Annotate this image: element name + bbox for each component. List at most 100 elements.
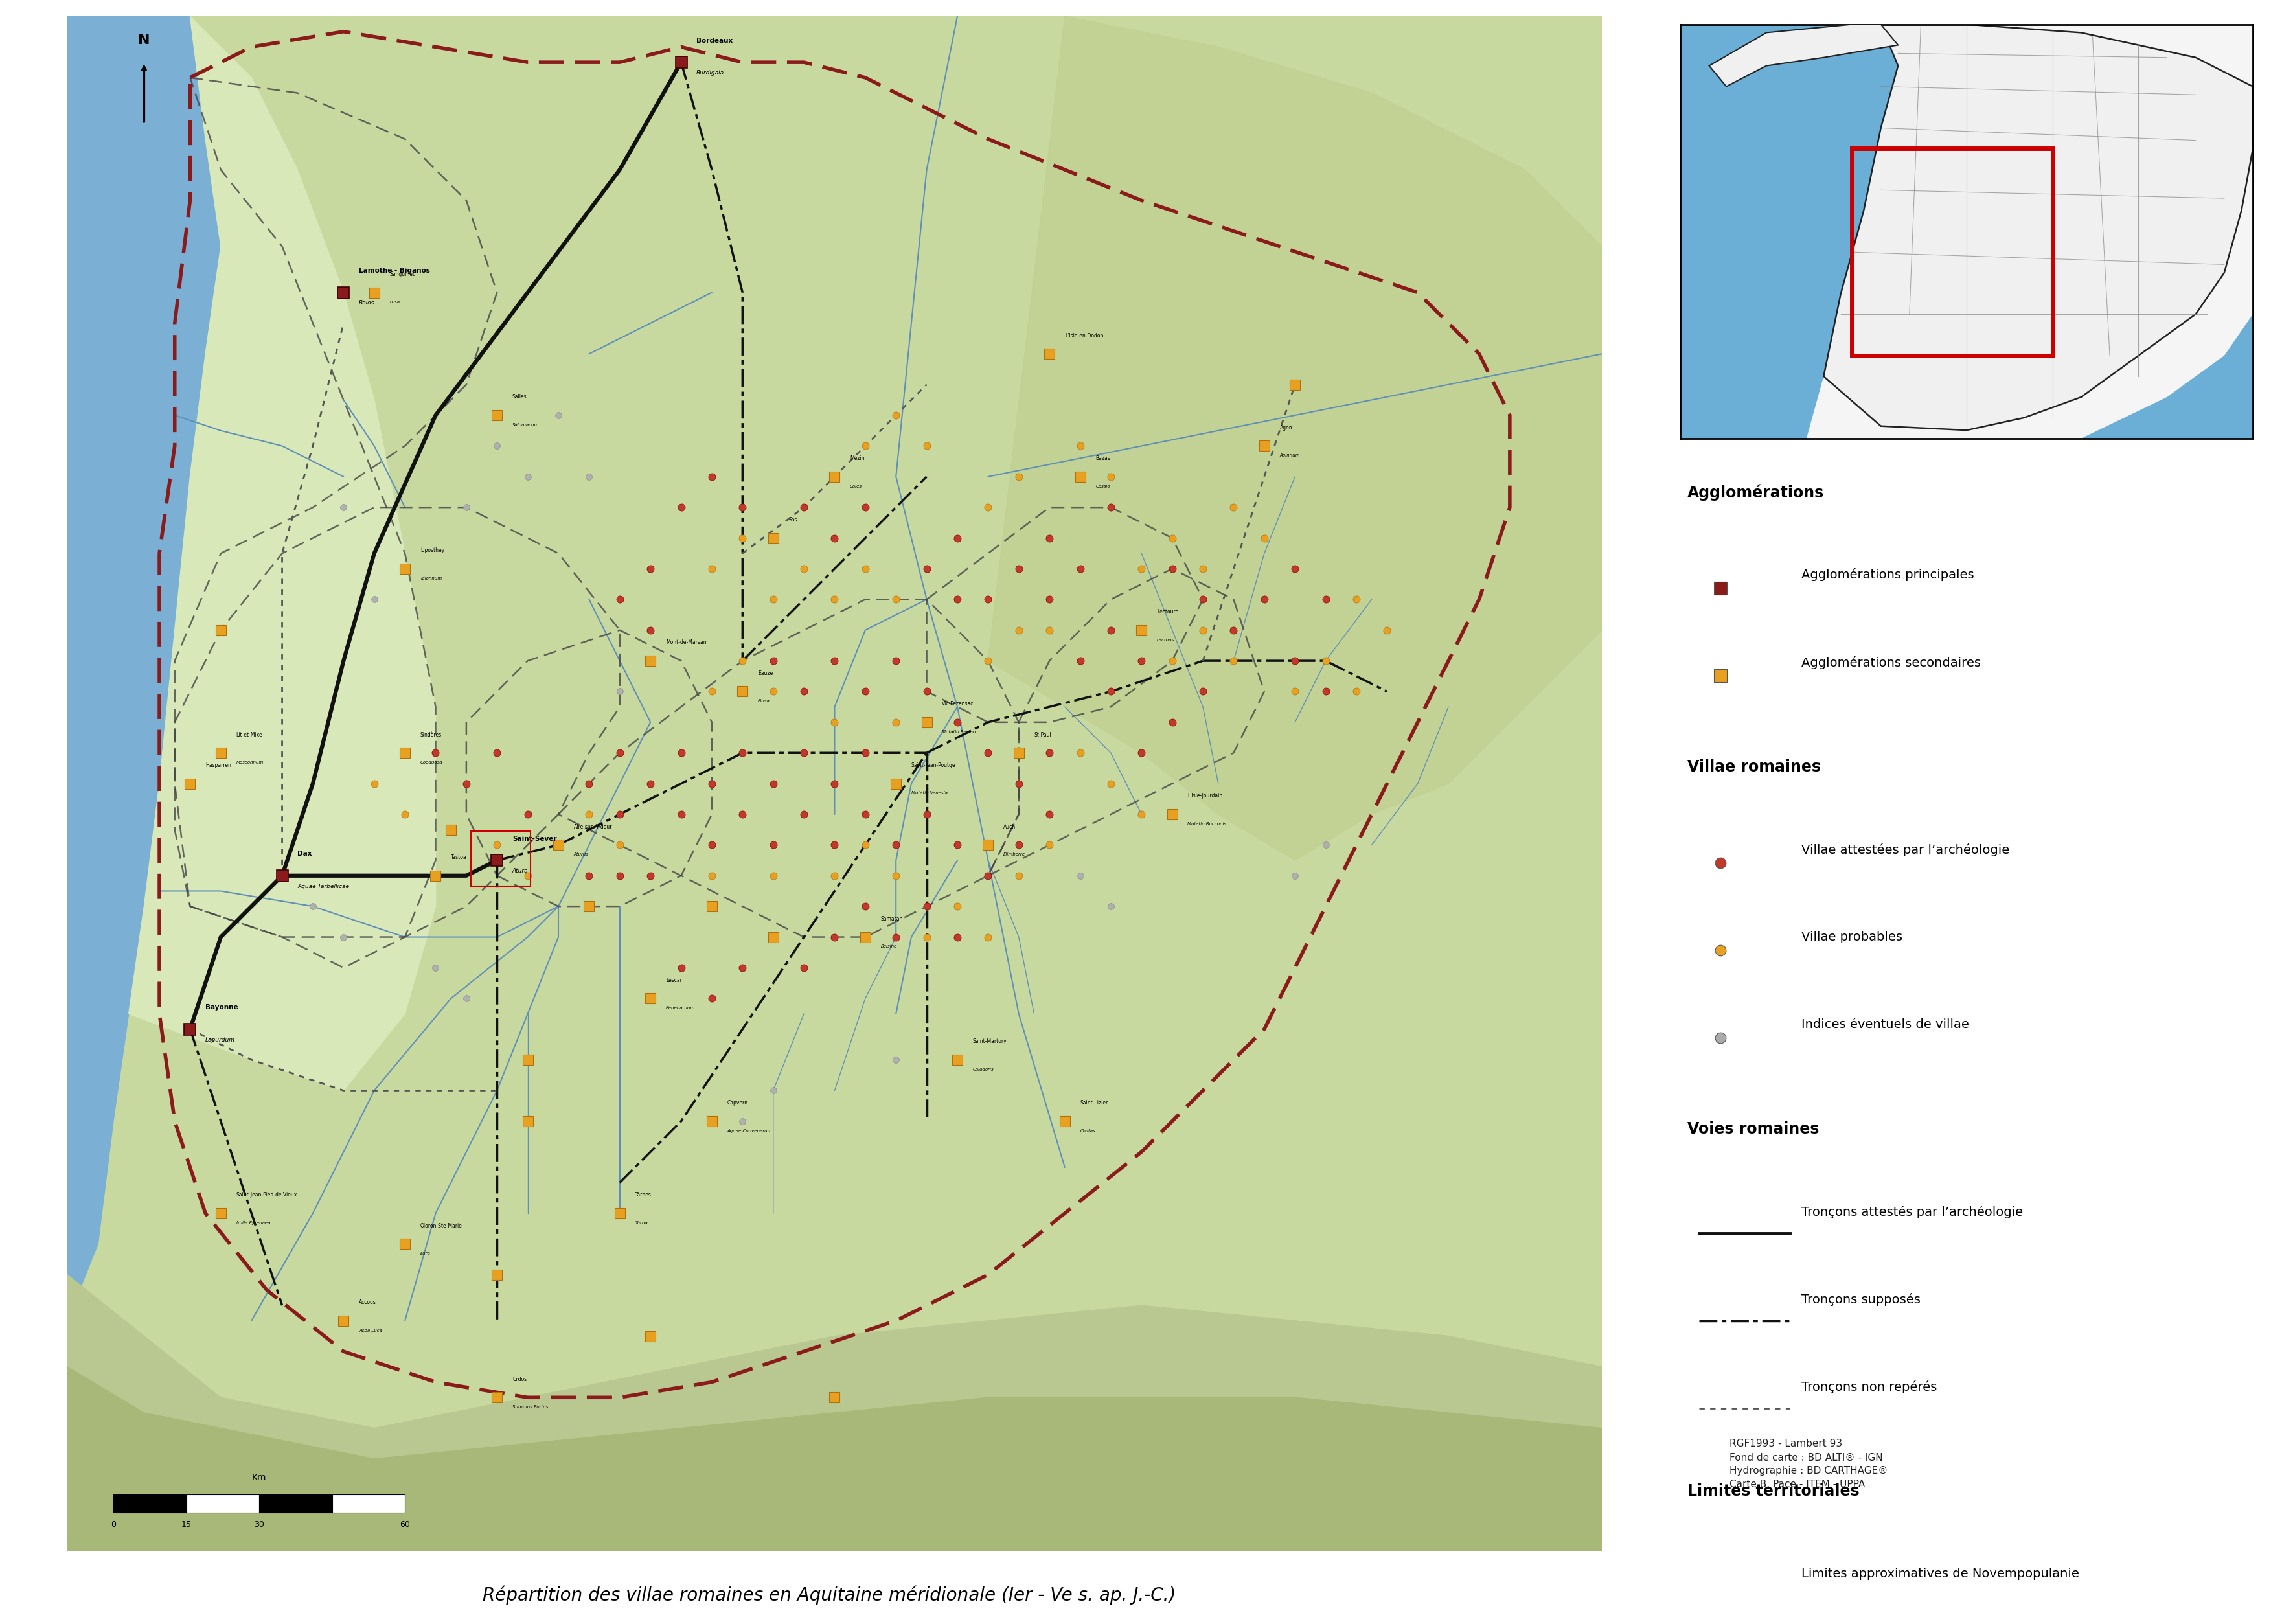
Text: Saint-Lizier: Saint-Lizier [1081, 1099, 1108, 1106]
Text: N: N [139, 34, 150, 47]
Text: Civitas: Civitas [1081, 1129, 1095, 1134]
Text: Agglomérations secondaires: Agglomérations secondaires [1801, 656, 1980, 669]
Polygon shape [1681, 24, 1899, 438]
Polygon shape [1710, 24, 1899, 86]
Text: Sos: Sos [788, 516, 797, 523]
Polygon shape [988, 16, 1601, 861]
Text: Villae probables: Villae probables [1801, 931, 1903, 944]
Text: Mosconnum: Mosconnum [236, 760, 263, 765]
Text: Eauze: Eauze [759, 671, 772, 676]
Text: Lamothe - Biganos: Lamothe - Biganos [359, 268, 429, 274]
Text: Villae attestées par l’archéologie: Villae attestées par l’archéologie [1801, 843, 2010, 856]
Text: Agglomérations: Agglomérations [1687, 484, 1824, 500]
Text: 60: 60 [400, 1520, 411, 1528]
Text: Belsino: Belsino [881, 945, 897, 948]
Text: Summus Portus: Summus Portus [513, 1405, 547, 1410]
Text: Agen: Agen [1279, 425, 1292, 430]
Text: Bazas: Bazas [1095, 455, 1111, 461]
Text: Imits Pyrenaea: Imits Pyrenaea [236, 1221, 270, 1224]
Text: Oloron-Ste-Marie: Oloron-Ste-Marie [420, 1223, 463, 1229]
Text: L'Isle-Jourdain: L'Isle-Jourdain [1188, 793, 1222, 799]
Text: Lactons: Lactons [1156, 638, 1174, 641]
Text: Mézin: Mézin [849, 455, 865, 461]
Text: Tarbes: Tarbes [636, 1192, 652, 1199]
Text: Limites territoriales: Limites territoriales [1687, 1483, 1860, 1499]
Text: Mont-de-Marsan: Mont-de-Marsan [665, 640, 706, 645]
Text: Lectoure: Lectoure [1156, 609, 1179, 615]
Bar [332, 1494, 404, 1512]
Polygon shape [2080, 315, 2253, 438]
Text: Villae romaines: Villae romaines [1687, 758, 1821, 775]
Text: 0: 0 [111, 1520, 116, 1528]
Text: Aturus: Aturus [575, 853, 588, 856]
Text: Turba: Turba [636, 1221, 647, 1224]
Text: Saint-Martory: Saint-Martory [972, 1039, 1006, 1044]
Text: Calagoris: Calagoris [972, 1067, 995, 1072]
Text: Elusa: Elusa [759, 700, 770, 703]
Text: Km: Km [252, 1473, 266, 1481]
Text: Voies romaines: Voies romaines [1687, 1121, 1819, 1137]
Polygon shape [68, 1367, 1601, 1551]
Text: Mutatio Vanesia: Mutatio Vanesia [911, 791, 947, 796]
Text: Losa: Losa [391, 300, 400, 304]
Text: Boios: Boios [359, 300, 375, 305]
Text: Elimberre: Elimberre [1004, 853, 1026, 856]
Text: Tronçons supposés: Tronçons supposés [1801, 1293, 1921, 1306]
Bar [1853, 149, 2053, 356]
Text: Saint-Sever: Saint-Sever [513, 835, 556, 841]
Text: Aspa Luca: Aspa Luca [359, 1328, 382, 1332]
Text: RGF1993 - Lambert 93
Fond de carte : BD ALTI® - IGN
Hydrographie : BD CARTHAGE®
: RGF1993 - Lambert 93 Fond de carte : BD … [1731, 1439, 1887, 1489]
Text: Lescar: Lescar [665, 978, 681, 983]
Text: Salomacum: Salomacum [513, 422, 538, 427]
Text: Aire-sur-l'Adour: Aire-sur-l'Adour [575, 823, 613, 830]
Bar [114, 1494, 186, 1512]
Text: Bordeaux: Bordeaux [697, 37, 734, 44]
Text: Saint-Jean-Poutge: Saint-Jean-Poutge [911, 762, 956, 768]
Text: Urdos: Urdos [513, 1376, 527, 1382]
Text: L'Isle-en-Dodon: L'Isle-en-Dodon [1065, 333, 1104, 338]
Text: Cossio: Cossio [1095, 484, 1111, 489]
Bar [259, 1494, 332, 1512]
Text: Iluro: Iluro [420, 1252, 431, 1255]
Text: Aginnum: Aginnum [1279, 453, 1299, 458]
Text: Beneharnum: Beneharnum [665, 1007, 695, 1010]
Text: Mutatio Besino: Mutatio Besino [942, 729, 977, 734]
Text: Saint-Jean-Pied-de-Vieux: Saint-Jean-Pied-de-Vieux [236, 1192, 298, 1199]
Text: Tronçons attestés par l’archéologie: Tronçons attestés par l’archéologie [1801, 1205, 2023, 1218]
Text: 30: 30 [254, 1520, 263, 1528]
Text: Hasparren: Hasparren [204, 762, 232, 768]
Text: Sanguinet: Sanguinet [391, 271, 416, 278]
Polygon shape [129, 16, 436, 1091]
Polygon shape [1824, 24, 2253, 430]
Text: Sindères: Sindères [420, 732, 443, 737]
Text: Tronçons non repérés: Tronçons non repérés [1801, 1380, 1937, 1393]
Text: Auch: Auch [1004, 823, 1015, 830]
Text: Télonnum: Télonnum [420, 577, 443, 580]
Text: 15: 15 [182, 1520, 191, 1528]
Text: Mutatio Bucconis: Mutatio Bucconis [1188, 822, 1226, 827]
Text: Calès: Calès [849, 484, 863, 489]
Bar [186, 1494, 259, 1512]
Text: Agglomérations principales: Agglomérations principales [1801, 568, 1973, 581]
Polygon shape [68, 16, 220, 1551]
Text: Aquae Convenarum: Aquae Convenarum [727, 1129, 772, 1134]
Text: Aquae Tarbellicae: Aquae Tarbellicae [298, 883, 350, 890]
Text: St-Paul: St-Paul [1033, 732, 1051, 737]
Polygon shape [68, 1275, 1601, 1551]
Text: Tastoa: Tastoa [452, 854, 468, 861]
Text: Dax: Dax [298, 851, 311, 857]
Text: Limites approximatives de Novempopulanie: Limites approximatives de Novempopulanie [1801, 1567, 2080, 1580]
Text: Capvern: Capvern [727, 1099, 747, 1106]
Text: Bayonne: Bayonne [204, 1004, 238, 1010]
Text: Salles: Salles [513, 395, 527, 400]
Text: Atura: Atura [513, 867, 529, 874]
Text: Lapurdum: Lapurdum [204, 1036, 236, 1043]
Text: Coequosa: Coequosa [420, 760, 443, 765]
Text: Accous: Accous [359, 1299, 377, 1306]
Text: Liposthey: Liposthey [420, 547, 445, 554]
Text: Samatan: Samatan [881, 916, 904, 922]
Text: Indices éventuels de villae: Indices éventuels de villae [1801, 1018, 1969, 1030]
Text: Vic-Fezensac: Vic-Fezensac [942, 702, 974, 706]
Text: Répartition des villae romaines en Aquitaine méridionale (Ier - Ve s. ap. J.-C.): Répartition des villae romaines en Aquit… [481, 1585, 1176, 1605]
Text: Burdigala: Burdigala [697, 70, 724, 76]
